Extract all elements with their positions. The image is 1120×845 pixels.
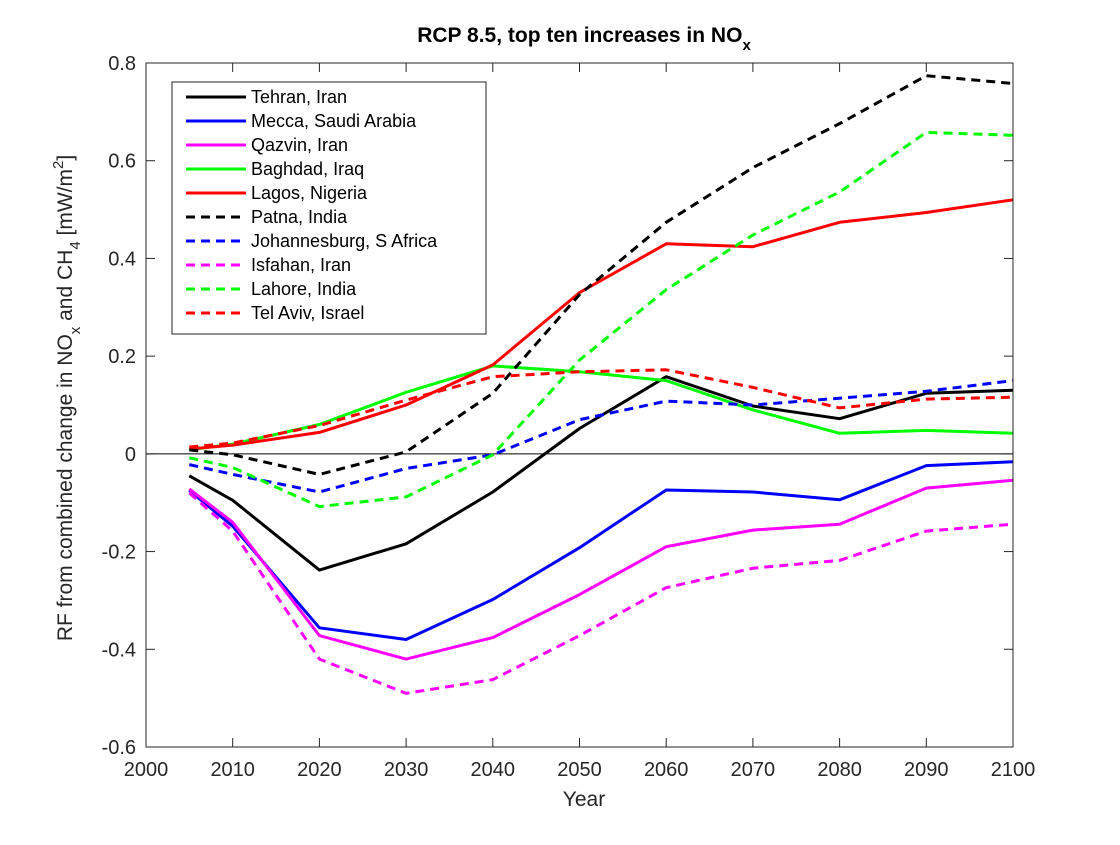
legend-label-8: Lahore, India [251,279,357,299]
x-tick-label-10: 2100 [991,759,1036,781]
x-axis-label: Year [563,788,605,811]
axes [145,62,1014,748]
y-tick-label-2: -0.2 [102,542,136,564]
series-line-8 [188,130,1014,509]
chart-title-subscript: x [742,37,751,54]
y-axis-label-part-1: RF from combined change in NO [54,334,77,641]
y-axis-label: RF from combined change in NOx and CH4 [… [50,155,84,641]
series-line-4 [189,198,1014,451]
legend-label-3: Baghdad, Iraq [251,159,364,179]
legend-label-0: Tehran, Iran [251,87,347,107]
chart-title-main: RCP 8.5, top ten increases in NO [417,24,742,47]
series-line-5 [189,74,1014,476]
y-tick-label-1: -0.4 [102,639,136,661]
y-axis-label-sup-2: 2 [50,161,67,169]
x-tick-label-1: 2010 [210,759,255,781]
legend-label-5: Patna, India [251,207,348,227]
x-tick-labels: 2000 2010 2020 2030 2040 2050 2060 2070 2080 2090… [124,759,1036,781]
x-tick-label-7: 2070 [731,759,776,781]
y-tick-labels: -0.6 -0.4 -0.2 0 0.2 0.4 0.6 0.8 [102,53,136,759]
legend: Tehran, Iran Mecca, Saudi Arabia Qazvin, I… [171,81,487,335]
y-axis-label-sub-4: 4 [67,241,84,249]
series-line-7 [188,491,1014,695]
legend-box [171,81,487,335]
x-tick-label-2: 2020 [297,759,342,781]
x-tick-label-9: 2090 [904,759,949,781]
legend-label-6: Johannesburg, S Africa [251,231,438,251]
y-tick-label-5: 0.4 [108,248,136,270]
legend-label-7: Isfahan, Iran [251,255,351,275]
legend-label-4: Lagos, Nigeria [251,183,368,203]
series-line-0 [188,375,1014,572]
y-axis-label-part-3: [mW/m [54,169,77,241]
x-tick-label-3: 2030 [384,759,429,781]
y-tick-label-0: -0.6 [102,737,136,759]
x-tick-label-5: 2050 [557,759,602,781]
x-tick-label-4: 2040 [471,759,516,781]
y-axis-label-part-4: ] [54,155,77,161]
legend-label-2: Qazvin, Iran [251,135,348,155]
y-tick-label-4: 0.2 [108,346,136,368]
series-lines [188,74,1014,695]
series-line-6 [188,379,1014,494]
series-line-3 [189,364,1014,452]
chart-title: RCP 8.5, top ten increases in NOx [417,24,751,54]
y-tick-label-6: 0.6 [108,151,136,173]
y-tick-label-3: 0 [125,444,136,466]
series-line-9 [189,368,1014,449]
y-tick-label-7: 0.8 [108,53,136,75]
x-tick-label-6: 2060 [644,759,689,781]
x-tick-label-0: 2000 [124,759,169,781]
series-line-2 [188,478,1014,661]
legend-label-1: Mecca, Saudi Arabia [251,111,417,131]
y-axis-label-part-2: and CH [54,250,77,327]
x-tick-label-8: 2080 [817,759,862,781]
y-axis-label-sub-x: x [67,326,84,334]
series-line-1 [188,460,1014,641]
legend-label-9: Tel Aviv, Israel [251,303,364,323]
